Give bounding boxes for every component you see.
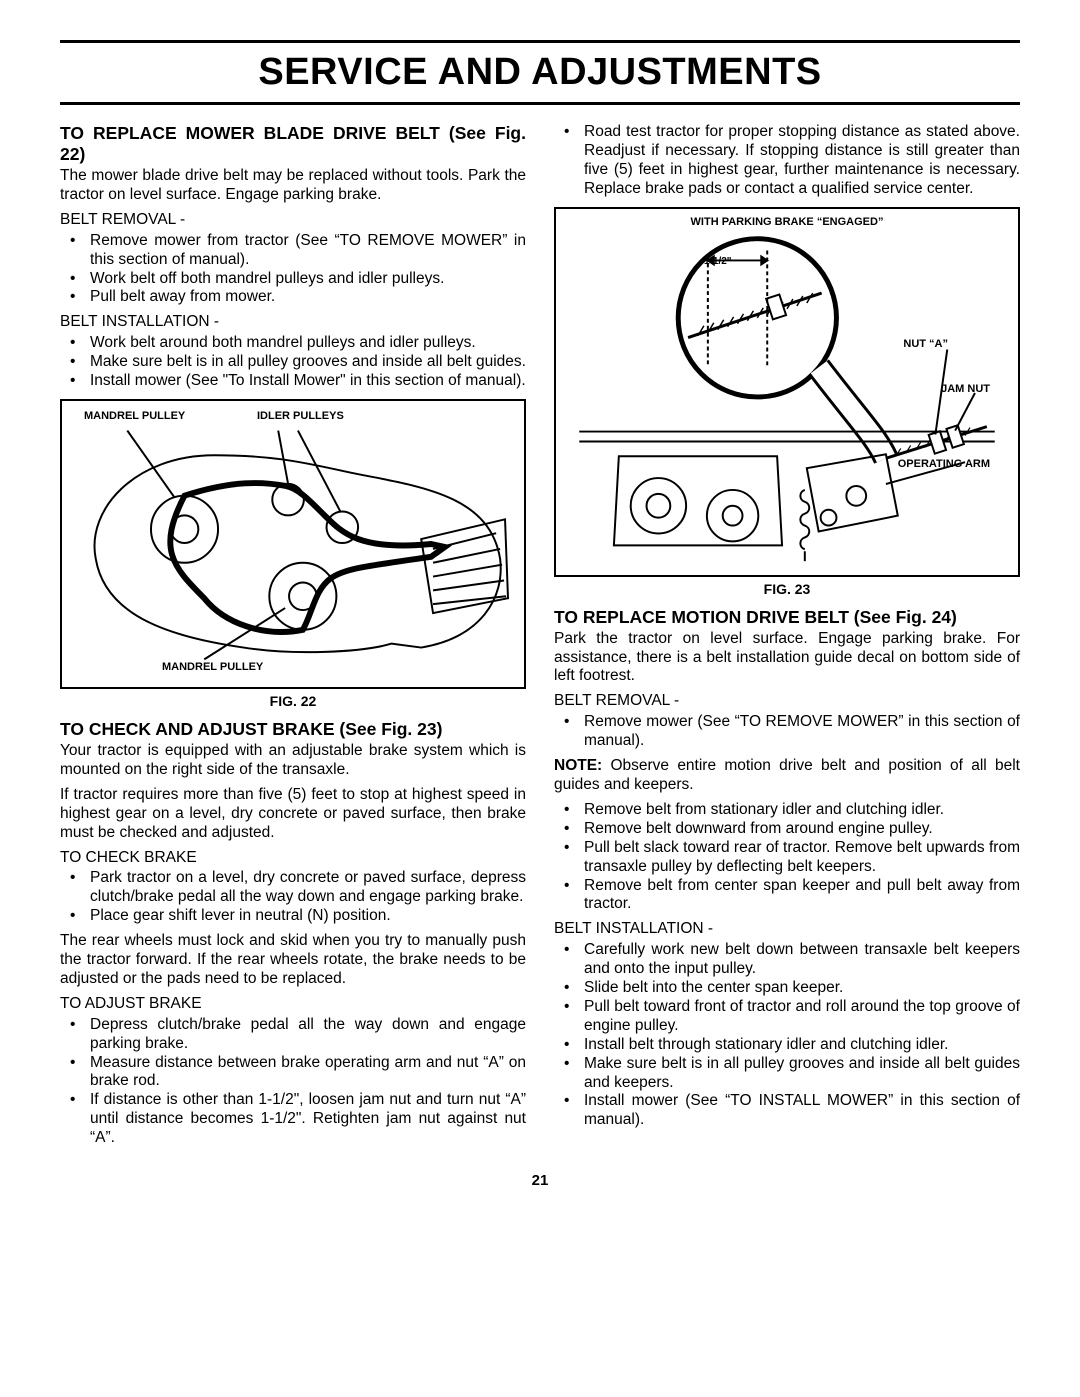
list-item: Road test tractor for proper stopping di…: [554, 123, 1020, 199]
page-title: SERVICE AND ADJUSTMENTS: [60, 49, 1020, 96]
motion-removal-list-2: Remove belt from stationary idler and cl…: [554, 801, 1020, 914]
note-label: NOTE:: [554, 757, 602, 774]
left-column: TO REPLACE MOWER BLADE DRIVE BELT (See F…: [60, 119, 526, 1154]
list-item: Install belt through stationary idler an…: [554, 1036, 1020, 1055]
list-item: Pull belt away from mower.: [60, 288, 526, 307]
fig22-label-mandrel-top: MANDREL PULLEY: [84, 411, 185, 422]
top-rule: [60, 40, 1020, 43]
to-adjust-brake-label: TO ADJUST BRAKE: [60, 995, 526, 1014]
figure-22-box: MANDREL PULLEY IDLER PULLEYS MANDREL PUL…: [60, 399, 526, 689]
note-line: NOTE: Observe entire motion drive belt a…: [554, 757, 1020, 795]
page-number: 21: [60, 1172, 1020, 1189]
list-item: Depress clutch/brake pedal all the way d…: [60, 1016, 526, 1054]
check-brake-p1: Your tractor is equipped with an adjusta…: [60, 742, 526, 780]
section-replace-blade-belt-intro: The mower blade drive belt may be replac…: [60, 167, 526, 205]
section-replace-blade-belt-title: TO REPLACE MOWER BLADE DRIVE BELT (See F…: [60, 123, 526, 165]
belt-install-label: BELT INSTALLATION -: [60, 313, 526, 332]
motion-install-list: Carefully work new belt down between tra…: [554, 941, 1020, 1130]
bottom-rule: [60, 102, 1020, 105]
fig23-nut-a: NUT “A”: [903, 339, 948, 350]
check-brake-p2: If tractor requires more than five (5) f…: [60, 786, 526, 843]
fig22-label-idler: IDLER PULLEYS: [257, 411, 344, 422]
fig23-title: WITH PARKING BRAKE “ENGAGED”: [556, 217, 1018, 228]
note-text: Observe entire motion drive belt and pos…: [554, 757, 1020, 793]
belt-removal-label: BELT REMOVAL -: [60, 211, 526, 230]
list-item: Remove belt from center span keeper and …: [554, 877, 1020, 915]
motion-removal-list-1: Remove mower (See “TO REMOVE MOWER” in t…: [554, 713, 1020, 751]
check-brake-list: Park tractor on a level, dry concrete or…: [60, 869, 526, 926]
list-item: Remove belt downward from around engine …: [554, 820, 1020, 839]
list-item: Work belt off both mandrel pulleys and i…: [60, 270, 526, 289]
list-item: Make sure belt is in all pulley grooves …: [554, 1055, 1020, 1093]
road-test-list: Road test tractor for proper stopping di…: [554, 123, 1020, 199]
fig23-op-arm: OPERATING ARM: [898, 459, 990, 470]
section-check-brake-title: TO CHECK AND ADJUST BRAKE (See Fig. 23): [60, 719, 526, 740]
fig22-caption: FIG. 22: [60, 693, 526, 709]
list-item: Install mower (See “TO INSTALL MOWER” in…: [554, 1092, 1020, 1130]
list-item: Work belt around both mandrel pulleys an…: [60, 334, 526, 353]
list-item: Remove belt from stationary idler and cl…: [554, 801, 1020, 820]
list-item: Remove mower from tractor (See “TO REMOV…: [60, 232, 526, 270]
to-check-brake-label: TO CHECK BRAKE: [60, 849, 526, 868]
two-column-layout: TO REPLACE MOWER BLADE DRIVE BELT (See F…: [60, 119, 1020, 1154]
motion-belt-removal-label: BELT REMOVAL -: [554, 692, 1020, 711]
fig22-deck-diagram: [62, 401, 524, 687]
fig23-dim: 1-1/2": [704, 257, 732, 267]
list-item: Pull belt toward front of tractor and ro…: [554, 998, 1020, 1036]
right-column: Road test tractor for proper stopping di…: [554, 119, 1020, 1154]
belt-removal-list: Remove mower from tractor (See “TO REMOV…: [60, 232, 526, 308]
belt-install-list: Work belt around both mandrel pulleys an…: [60, 334, 526, 391]
fig22-label-mandrel-bot: MANDREL PULLEY: [162, 662, 263, 673]
list-item: Park tractor on a level, dry concrete or…: [60, 869, 526, 907]
list-item: If distance is other than 1-1/2", loosen…: [60, 1091, 526, 1148]
replace-motion-p1: Park the tractor on level surface. Engag…: [554, 630, 1020, 687]
fig23-jam-nut: JAM NUT: [941, 384, 990, 395]
motion-belt-install-label: BELT INSTALLATION -: [554, 920, 1020, 939]
check-brake-p3: The rear wheels must lock and skid when …: [60, 932, 526, 989]
list-item: Slide belt into the center span keeper.: [554, 979, 1020, 998]
list-item: Install mower (See "To Install Mower" in…: [60, 372, 526, 391]
fig23-caption: FIG. 23: [554, 581, 1020, 597]
section-replace-motion-belt-title: TO REPLACE MOTION DRIVE BELT (See Fig. 2…: [554, 607, 1020, 628]
list-item: Carefully work new belt down between tra…: [554, 941, 1020, 979]
list-item: Pull belt slack toward rear of tractor. …: [554, 839, 1020, 877]
adjust-brake-list: Depress clutch/brake pedal all the way d…: [60, 1016, 526, 1148]
list-item: Measure distance between brake operating…: [60, 1054, 526, 1092]
list-item: Make sure belt is in all pulley grooves …: [60, 353, 526, 372]
list-item: Remove mower (See “TO REMOVE MOWER” in t…: [554, 713, 1020, 751]
figure-23-box: WITH PARKING BRAKE “ENGAGED” 1-1/2" NUT …: [554, 207, 1020, 577]
list-item: Place gear shift lever in neutral (N) po…: [60, 907, 526, 926]
